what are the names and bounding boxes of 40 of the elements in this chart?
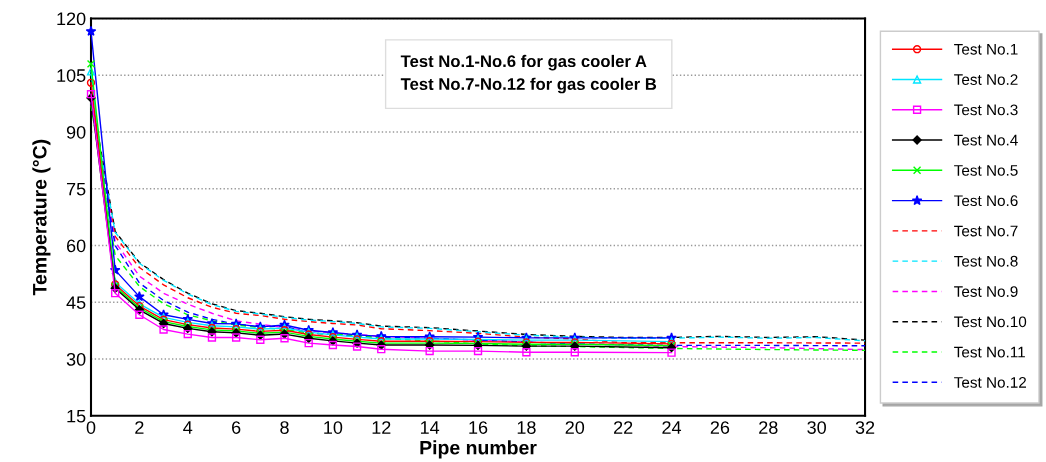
legend-label: Test No.12 bbox=[954, 376, 1027, 388]
x-tick-label: 14 bbox=[420, 421, 440, 434]
x-tick-label: 28 bbox=[759, 421, 778, 434]
x-tick-label: 2 bbox=[135, 421, 144, 434]
legend-label: Test No.3 bbox=[954, 104, 1018, 116]
annotation: Test No.1-No.6 for gas cooler A Test No.7-No.12 for gas cooler B bbox=[400, 54, 657, 94]
x-axis-title: Pipe number bbox=[420, 440, 537, 459]
y-tick-label: 45 bbox=[66, 296, 86, 309]
x-tick-label: 12 bbox=[372, 421, 391, 434]
legend-label: Test No.8 bbox=[954, 255, 1018, 267]
legend-label: Test No.11 bbox=[954, 346, 1025, 358]
legend-label: Test No.9 bbox=[954, 286, 1018, 297]
legend-label: Test No.1 bbox=[954, 44, 1018, 55]
y-tick-label: 90 bbox=[66, 125, 86, 139]
x-tick-label: 20 bbox=[565, 421, 585, 434]
y-tick-label: 30 bbox=[66, 352, 86, 366]
y-tick-label: 105 bbox=[57, 69, 86, 82]
x-tick-label: 26 bbox=[710, 421, 730, 434]
x-tick-label: 10 bbox=[324, 421, 343, 434]
legend-label: Test No.2 bbox=[954, 74, 1018, 85]
y-tick-label: 120 bbox=[57, 12, 86, 26]
y-axis-title: Temperature (°C) bbox=[32, 139, 51, 296]
x-tick-label: 6 bbox=[232, 421, 241, 434]
x-tick-label: 24 bbox=[662, 421, 682, 434]
legend-label: Test No.4 bbox=[954, 134, 1018, 146]
y-tick-label: 75 bbox=[66, 182, 86, 196]
x-tick-label: 32 bbox=[855, 421, 875, 434]
legend-label: Test No.7 bbox=[954, 225, 1018, 237]
y-tick-label: 15 bbox=[67, 409, 86, 423]
x-tick-label: 0 bbox=[86, 421, 96, 434]
y-tick-label: 60 bbox=[66, 239, 86, 253]
legend-label: Test No.6 bbox=[954, 195, 1018, 207]
x-tick-label: 16 bbox=[469, 421, 488, 434]
x-tick-label: 4 bbox=[183, 421, 193, 434]
legend-label: Test No.10 bbox=[954, 316, 1027, 328]
x-tick-label: 18 bbox=[517, 421, 536, 434]
x-tick-label: 22 bbox=[614, 421, 633, 434]
legend-label: Test No.5 bbox=[954, 165, 1018, 176]
x-tick-label: 8 bbox=[280, 421, 289, 434]
x-tick-label: 30 bbox=[807, 421, 826, 434]
